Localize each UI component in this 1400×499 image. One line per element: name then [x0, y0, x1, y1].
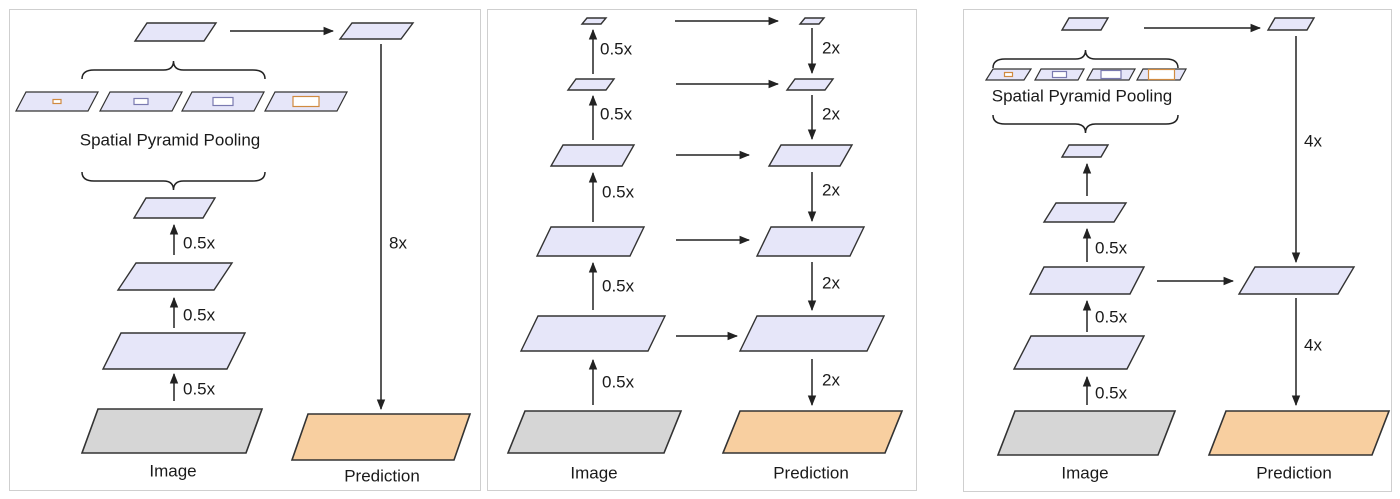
p3-enc-3 — [1042, 202, 1128, 223]
p3-label-image: Image — [1061, 463, 1108, 482]
p2-dec-4 — [785, 78, 835, 91]
p2-dec-2 — [755, 226, 866, 257]
p2-label-down-4: 0.5x — [600, 104, 633, 123]
p1-pool-map-2-window — [133, 97, 149, 106]
p3-pool-map-1-window — [1003, 71, 1014, 78]
p1-pool-map-3-window — [212, 96, 234, 107]
p3-label-down-3: 0.5x — [1095, 238, 1128, 257]
p3-brace-top — [992, 49, 1179, 69]
p1-prediction-map — [290, 413, 472, 461]
p1-label-down-2: 0.5x — [183, 305, 216, 324]
p2-label-image: Image — [570, 463, 617, 482]
p1-label-image: Image — [149, 461, 196, 480]
p1-feature-l2 — [116, 262, 234, 291]
p3-pool-map-4-window — [1147, 68, 1176, 81]
p2-label-up-4: 2x — [822, 273, 840, 292]
p3-prediction-map — [1207, 410, 1391, 456]
p2-dec-3 — [767, 144, 854, 167]
p1-label-down-3: 0.5x — [183, 233, 216, 252]
p2-dec-5 — [798, 17, 826, 25]
p3-enc-2 — [1028, 266, 1146, 295]
p1-prediction-l — [338, 22, 415, 40]
p2-label-down-3: 0.5x — [602, 182, 635, 201]
p2-label-up-3: 2x — [822, 180, 840, 199]
p3-enc-1 — [1012, 335, 1146, 370]
p2-label-down-2: 0.5x — [602, 276, 635, 295]
p1-label-prediction: Prediction — [344, 466, 420, 485]
p2-label-down-1: 0.5x — [602, 372, 635, 391]
p2-label-up-1: 2x — [822, 38, 840, 57]
p2-enc-4 — [566, 78, 616, 91]
p1-pool-map-4-window — [292, 95, 320, 108]
p3-label-down-1: 0.5x — [1095, 383, 1128, 402]
p2-label-down-5: 0.5x — [600, 39, 633, 58]
p1-feature-top — [133, 22, 218, 42]
p2-label-prediction: Prediction — [773, 463, 849, 482]
p3-label-pooling: Spatial Pyramid Pooling — [992, 86, 1172, 105]
p3-dec-top — [1266, 17, 1316, 31]
p1-brace-bottom — [81, 171, 266, 191]
p1-label-up: 8x — [389, 233, 407, 252]
p3-label-down-2: 0.5x — [1095, 307, 1128, 326]
p3-label-up-2: 4x — [1304, 335, 1322, 354]
p3-pool-map-3-window — [1100, 69, 1122, 80]
p1-pool-map-1-window — [52, 98, 62, 105]
p1-image-map — [80, 408, 264, 454]
p2-enc-2 — [535, 226, 646, 257]
p1-feature-l3 — [132, 197, 217, 219]
p1-feature-l1 — [101, 332, 247, 370]
p2-label-up-2: 2x — [822, 104, 840, 123]
p3-enc-4 — [1060, 144, 1110, 158]
p3-brace-bottom — [992, 114, 1179, 134]
p3-enc-top — [1060, 17, 1110, 31]
p3-image-map — [996, 410, 1177, 456]
p2-enc-5 — [580, 17, 608, 25]
p2-prediction-map — [721, 410, 904, 454]
p1-brace-top — [81, 60, 266, 80]
p3-label-up-1: 4x — [1304, 131, 1322, 150]
p2-image-map — [506, 410, 683, 454]
p1-label-pooling: Spatial Pyramid Pooling — [80, 130, 260, 149]
p2-enc-1 — [519, 315, 667, 352]
p1-label-down-1: 0.5x — [183, 379, 216, 398]
p2-enc-3 — [549, 144, 636, 167]
p3-label-prediction: Prediction — [1256, 463, 1332, 482]
p3-pool-map-2-window — [1051, 70, 1068, 79]
p2-dec-1 — [738, 315, 886, 352]
p2-label-up-5: 2x — [822, 370, 840, 389]
p3-dec-1 — [1237, 266, 1356, 295]
